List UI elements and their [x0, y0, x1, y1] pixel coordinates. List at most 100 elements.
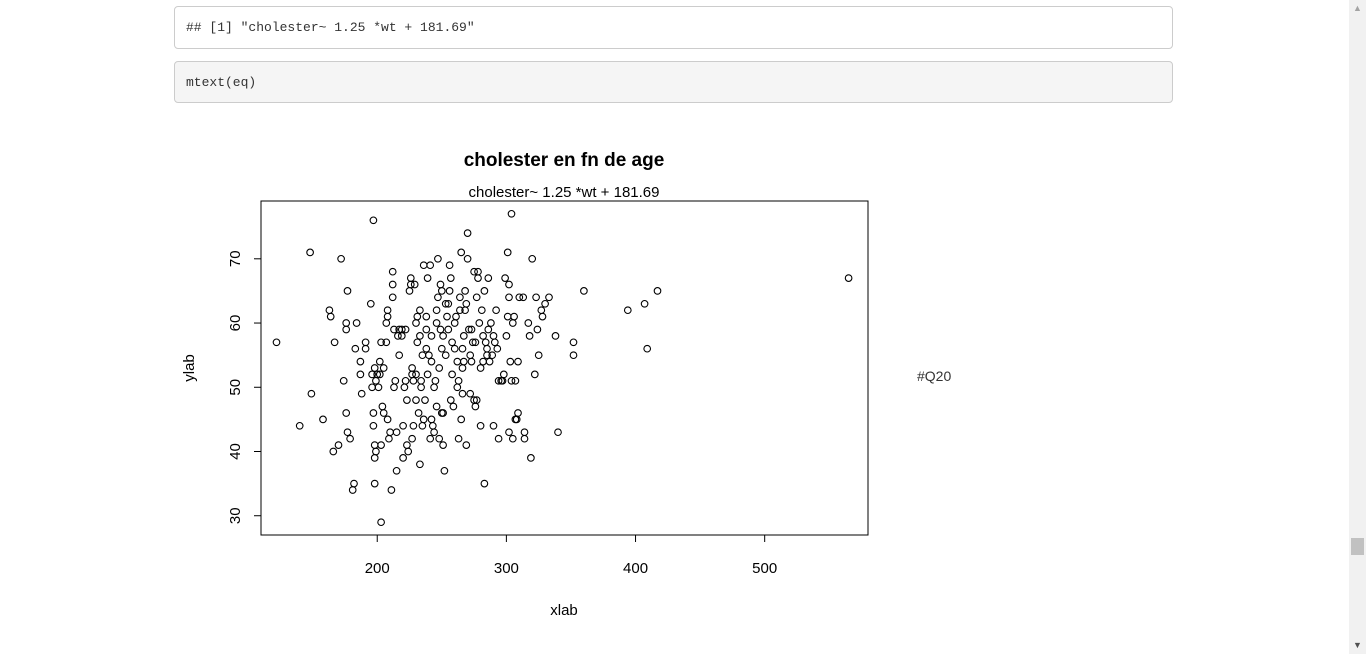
data-point	[388, 280, 397, 289]
data-point	[437, 287, 446, 295]
data-point	[326, 312, 335, 321]
data-point	[357, 389, 366, 398]
data-point	[368, 383, 376, 392]
data-point	[554, 428, 562, 437]
data-point	[397, 332, 406, 340]
data-point	[490, 338, 499, 347]
data-point	[375, 370, 384, 379]
data-point	[440, 466, 449, 475]
data-point	[530, 370, 539, 379]
data-point	[450, 344, 459, 353]
y-axis-label: ylab	[181, 354, 198, 382]
x-axis-label: xlab	[550, 602, 578, 619]
data-point	[643, 344, 652, 353]
data-point	[272, 338, 281, 347]
data-point	[373, 370, 382, 379]
data-point	[351, 344, 360, 353]
plot-box	[260, 200, 869, 536]
x-tick-label: 400	[623, 560, 648, 577]
data-point	[370, 454, 379, 462]
data-point	[419, 415, 428, 424]
scroll-down-arrow-icon[interactable]: ▼	[1353, 640, 1362, 650]
data-point	[444, 325, 453, 334]
data-point	[408, 434, 416, 443]
data-point	[514, 409, 522, 417]
code-block: mtext(eq)	[174, 61, 1173, 103]
data-point	[503, 248, 512, 257]
y-tick-label: 70	[227, 250, 244, 267]
y-tick-label: 30	[227, 507, 244, 524]
code-text: mtext(eq)	[186, 74, 257, 90]
data-point	[437, 344, 446, 353]
data-point	[418, 421, 427, 430]
data-point	[484, 325, 493, 334]
data-point	[467, 357, 476, 366]
data-point	[306, 248, 314, 257]
data-point	[387, 486, 396, 494]
data-point	[527, 454, 535, 462]
data-point	[463, 254, 472, 263]
data-point	[463, 229, 472, 237]
data-point	[467, 325, 476, 334]
data-point	[401, 325, 410, 334]
data-point	[330, 338, 339, 347]
data-point	[569, 338, 578, 347]
data-point	[445, 287, 454, 295]
data-point	[493, 344, 502, 353]
scroll-up-arrow-icon[interactable]: ▲	[1353, 3, 1362, 13]
data-point	[502, 332, 511, 340]
data-point	[492, 306, 500, 315]
data-point	[459, 357, 468, 366]
data-point	[545, 293, 553, 302]
data-point	[350, 479, 358, 488]
data-point	[506, 357, 515, 366]
scroll-thumb[interactable]	[1351, 538, 1364, 555]
data-point	[480, 479, 489, 488]
data-point	[427, 332, 436, 340]
data-point	[476, 364, 485, 372]
data-point	[499, 370, 508, 379]
data-point	[417, 383, 425, 392]
data-point	[400, 383, 409, 392]
data-point	[399, 454, 407, 462]
data-point	[432, 319, 441, 327]
data-point	[514, 357, 522, 366]
data-point	[390, 383, 398, 392]
data-point	[459, 332, 468, 340]
data-point	[342, 409, 351, 417]
data-point	[422, 312, 431, 321]
data-point	[453, 357, 462, 366]
data-point	[465, 325, 473, 334]
data-point	[382, 319, 391, 327]
data-point	[435, 364, 444, 372]
data-point	[430, 383, 438, 392]
data-point	[475, 319, 484, 327]
data-point	[408, 364, 416, 372]
data-point	[474, 267, 482, 276]
data-point	[494, 376, 503, 385]
data-point	[489, 421, 498, 430]
data-point	[426, 434, 435, 443]
x-tick-label: 500	[752, 560, 777, 577]
data-point	[295, 421, 304, 430]
data-point	[404, 447, 413, 456]
data-point	[390, 325, 398, 334]
data-point	[461, 287, 469, 295]
data-point	[457, 415, 466, 424]
data-point	[342, 325, 351, 334]
data-point	[397, 325, 406, 334]
data-point	[551, 332, 560, 340]
data-point	[419, 261, 428, 270]
data-point	[456, 293, 464, 302]
data-point	[416, 306, 424, 315]
data-point	[844, 274, 853, 282]
data-point	[377, 338, 385, 347]
data-point	[430, 428, 438, 437]
data-point	[533, 325, 542, 334]
data-point	[427, 415, 436, 424]
data-point	[403, 441, 411, 449]
data-point	[468, 338, 477, 347]
x-tick-label: 300	[494, 560, 519, 577]
vertical-scrollbar[interactable]: ▲ ▼	[1349, 0, 1366, 654]
data-point	[476, 421, 485, 430]
